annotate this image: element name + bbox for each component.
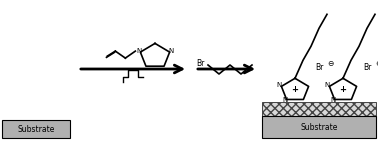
Bar [262,116,376,138]
Text: ⊖: ⊖ [327,59,333,68]
Text: +: + [339,85,347,94]
Text: Br: Br [196,59,204,68]
Bar [262,102,376,116]
Text: ⊖: ⊖ [375,59,378,68]
Text: Br: Br [363,63,371,73]
Text: N: N [137,48,142,54]
Text: N: N [325,82,330,88]
Text: N: N [330,97,335,104]
Text: Substrate: Substrate [17,125,55,133]
Text: N: N [168,48,173,54]
Text: Br: Br [315,63,323,73]
Bar [2,120,70,138]
Text: Substrate: Substrate [300,123,338,131]
Text: +: + [291,85,299,94]
Text: N: N [282,97,287,104]
Text: N: N [277,82,282,88]
